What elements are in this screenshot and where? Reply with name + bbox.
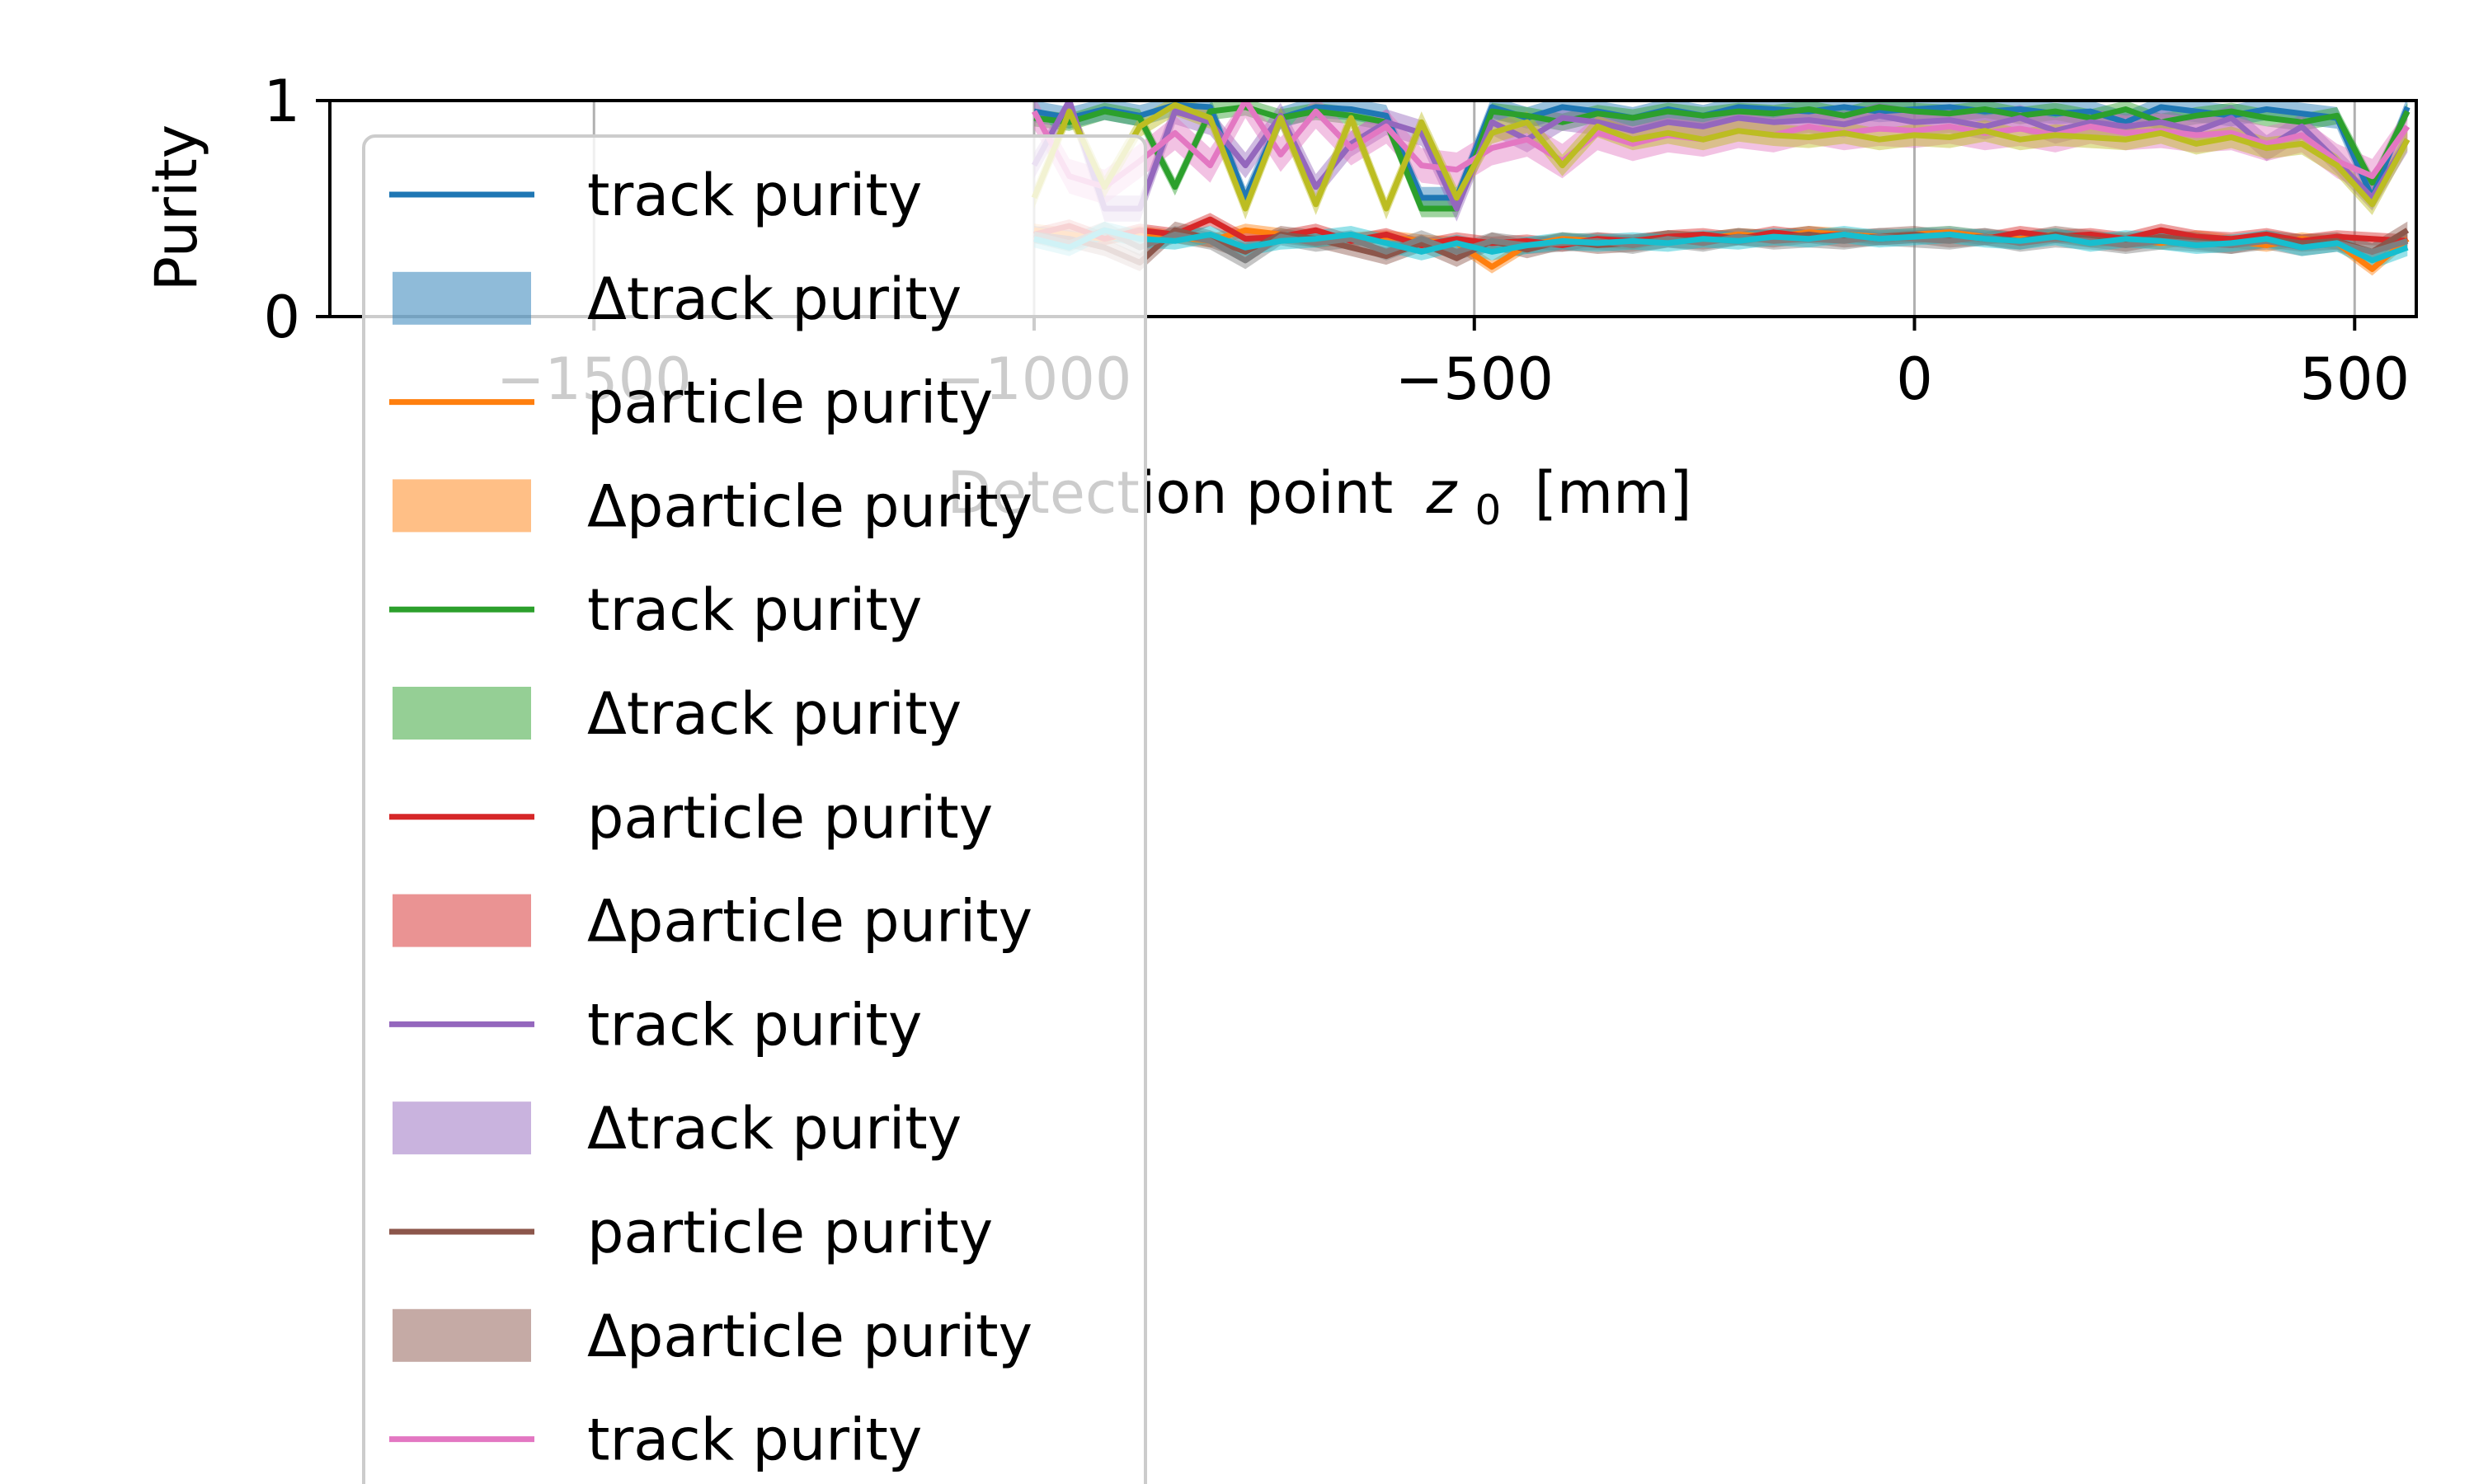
legend-label: Δtrack purity [587, 1095, 962, 1162]
legend-item: Δtrack purity [393, 680, 962, 748]
series-9-line [1033, 227, 2409, 264]
y-axis-label: Purity [143, 124, 210, 291]
legend-band-swatch [393, 1308, 531, 1362]
legend-item: Δparticle purity [393, 888, 1032, 956]
series-8-line [1031, 101, 2411, 212]
y-tick-label: 1 [263, 68, 300, 135]
legend-band-swatch [393, 479, 531, 533]
legend-item: track purity [389, 991, 922, 1059]
legend-label: track purity [587, 991, 922, 1059]
legend-label: Δtrack purity [587, 265, 962, 333]
x-axis-label-unit: [mm] [1535, 459, 1692, 527]
legend-label: Δparticle purity [587, 472, 1032, 540]
legend-label: track purity [587, 162, 922, 229]
legend-label: Δparticle purity [587, 888, 1032, 956]
legend-item: Δparticle purity [393, 1303, 1032, 1370]
legend-label: particle purity [587, 369, 993, 437]
legend: track purity Δtrack purity particle purity… [362, 134, 1147, 1484]
legend-band-swatch [393, 1101, 531, 1155]
series-4-line [1031, 101, 2411, 212]
x-tick-label: −500 [1395, 345, 1554, 413]
legend-label: particle purity [587, 1199, 993, 1266]
legend-item: Δtrack purity [393, 1095, 962, 1162]
legend-item: Δtrack purity [393, 265, 962, 333]
plot-area [1031, 101, 2411, 276]
legend-label: track purity [587, 576, 922, 644]
legend-item: track purity [389, 162, 922, 229]
legend-item: particle purity [389, 1199, 993, 1266]
legend-item: Δparticle purity [393, 472, 1032, 540]
legend-box [362, 134, 1147, 1484]
legend-label: track purity [587, 1407, 922, 1474]
x-tick-label: 0 [1896, 345, 1933, 413]
legend-item: particle purity [389, 369, 993, 437]
y-tick-label: 0 [263, 284, 300, 351]
series-2-line [1033, 104, 2411, 212]
legend-band-swatch [393, 687, 531, 740]
legend-label: particle purity [587, 784, 993, 852]
x-axis-label-var: z [1426, 459, 1459, 527]
legend-label: Δparticle purity [587, 1303, 1032, 1370]
legend-label: Δtrack purity [587, 680, 962, 748]
legend-item: particle purity [389, 784, 993, 852]
legend-band-swatch [393, 894, 531, 947]
legend-band-swatch [393, 271, 531, 325]
x-tick-label: 500 [2299, 345, 2410, 413]
legend-item: track purity [389, 1407, 922, 1474]
axes-frame [328, 99, 2418, 318]
legend-item: track purity [389, 576, 922, 644]
x-axis-label-sub: 0 [1475, 486, 1502, 534]
series-group [1031, 101, 2411, 276]
